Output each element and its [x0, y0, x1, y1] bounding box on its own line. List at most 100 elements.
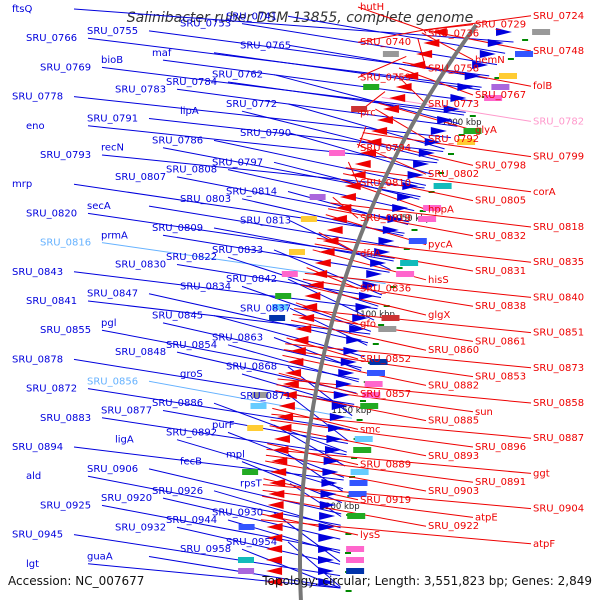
- feature-bar: [433, 183, 452, 189]
- reverse-gene-arrow: [344, 182, 361, 190]
- forward-gene-label: rpsT: [240, 479, 263, 490]
- forward-label-connector: [148, 30, 490, 77]
- reverse-label-connector: [356, 143, 427, 175]
- reverse-label-connector: [330, 202, 532, 228]
- reverse-gene-label: folB: [533, 81, 552, 92]
- scale-label: 1100 kbp: [355, 310, 395, 320]
- reverse-gene-label: dfrA: [360, 248, 381, 259]
- reverse-gene-label: lysS: [360, 530, 380, 541]
- reverse-gene-arrow: [409, 61, 426, 69]
- reverse-gene-arrow: [335, 204, 352, 212]
- forward-gene-label: SRU_0807: [115, 172, 166, 183]
- reverse-gene-arrow: [395, 83, 412, 91]
- forward-gene-label: SRU_0790: [240, 128, 291, 139]
- feature-bar: [300, 216, 317, 222]
- feature-bar: [242, 469, 259, 475]
- reverse-gene-arrow: [267, 512, 284, 520]
- forward-label-connector: [287, 278, 375, 321]
- forward-gene-label: SRU_0816: [40, 238, 91, 249]
- reverse-gene-arrow: [304, 292, 321, 300]
- reverse-label-connector: [421, 32, 474, 61]
- reverse-label-connector: [262, 484, 532, 510]
- forward-gene-label: SRU_0845: [152, 311, 203, 322]
- forward-label-connector: [148, 293, 369, 344]
- forward-gene-label: SRU_0762: [212, 70, 263, 81]
- forward-gene-arrow: [319, 512, 336, 520]
- forward-gene-label: SRU_0766: [26, 33, 77, 44]
- reverse-gene-label: SRU_0798: [475, 160, 526, 171]
- forward-gene-label: SRU_0769: [40, 62, 91, 73]
- forward-gene-label: SRU_0808: [166, 165, 217, 176]
- forward-gene-arrow: [326, 435, 343, 443]
- forward-label-connector: [287, 453, 343, 492]
- forward-gene-arrow: [397, 193, 414, 201]
- forward-gene-arrow: [318, 556, 334, 564]
- reverse-gene-arrow: [285, 369, 302, 377]
- feature-bar: [247, 425, 264, 431]
- feature-bar: [348, 491, 367, 497]
- feature-bar: [400, 260, 419, 266]
- forward-gene-arrow: [338, 369, 355, 377]
- forward-gene-arrow: [457, 83, 474, 91]
- forward-gene-arrow: [340, 358, 357, 366]
- feature-bar: [309, 194, 326, 200]
- reverse-gene-arrow: [360, 149, 377, 157]
- reverse-label-connector: [362, 132, 532, 158]
- forward-gene-label: SRU_0848: [115, 347, 166, 358]
- reverse-gene-label: SRU_0903: [428, 486, 479, 497]
- reverse-gene-arrow: [269, 479, 286, 487]
- forward-label-connector: [213, 227, 394, 262]
- forward-gene-arrow: [424, 138, 441, 146]
- forward-gene-label: SRU_0797: [212, 157, 263, 168]
- forward-gene-arrow: [407, 171, 424, 179]
- feature-bar: [515, 51, 533, 57]
- forward-gene-label: SRU_0883: [40, 413, 91, 424]
- reverse-gene-label: glyA: [475, 125, 497, 136]
- reverse-label-connector: [282, 354, 427, 386]
- forward-gene-label: SRU_0783: [115, 84, 166, 95]
- forward-label-connector: [73, 96, 451, 139]
- forward-gene-label: SRU_0886: [152, 398, 203, 409]
- reverse-gene-label: SRU_0832: [475, 231, 526, 242]
- feature-bar: [378, 326, 397, 332]
- forward-label-connector: [101, 329, 360, 380]
- forward-label-connector: [289, 45, 488, 79]
- forward-gene-arrow: [402, 182, 419, 190]
- reverse-gene-arrow: [307, 281, 324, 289]
- reverse-gene-label: gfo: [360, 319, 376, 330]
- reverse-label-connector: [423, 24, 474, 31]
- reverse-gene-arrow: [277, 413, 294, 421]
- forward-label-connector: [241, 373, 354, 408]
- forward-label-connector: [101, 154, 425, 189]
- reverse-gene-arrow: [266, 523, 283, 531]
- reverse-gene-arrow: [330, 215, 347, 223]
- reverse-gene-label: SRU_0896: [475, 442, 526, 453]
- reverse-gene-label: SRU_0885: [428, 416, 479, 427]
- feature-bar: [349, 480, 368, 486]
- forward-gene-label: pgl: [101, 318, 116, 329]
- scale-label: 1150 kbp: [331, 406, 371, 416]
- reverse-gene-arrow: [270, 468, 287, 476]
- reverse-label-connector: [267, 443, 359, 466]
- forward-gene-arrow: [320, 490, 337, 498]
- reverse-gene-arrow: [430, 28, 447, 36]
- feature-bar: [346, 568, 365, 574]
- forward-gene-label: SRU_0892: [166, 427, 217, 438]
- reverse-gene-arrow: [402, 72, 419, 80]
- forward-gene-label: SRU_0925: [40, 500, 91, 511]
- reverse-gene-label: SRU_0729: [475, 20, 526, 31]
- reverse-gene-label: SRU_0891: [475, 477, 526, 488]
- reverse-gene-label: SRU_0858: [533, 398, 584, 409]
- feature-bar: [289, 249, 305, 255]
- reverse-gene-label: SRU_0758: [428, 64, 479, 75]
- reverse-label-connector: [266, 448, 532, 474]
- forward-gene-label: SRU_0741: [226, 11, 277, 22]
- forward-gene-label: SRU_0932: [115, 522, 166, 533]
- reverse-gene-arrow: [318, 248, 335, 256]
- forward-label-connector: [176, 88, 458, 127]
- forward-gene-arrow: [472, 61, 489, 69]
- forward-gene-label: SRU_0793: [40, 150, 91, 161]
- forward-gene-arrow: [370, 259, 387, 267]
- forward-gene-arrow: [378, 237, 395, 245]
- forward-gene-arrow: [323, 457, 340, 465]
